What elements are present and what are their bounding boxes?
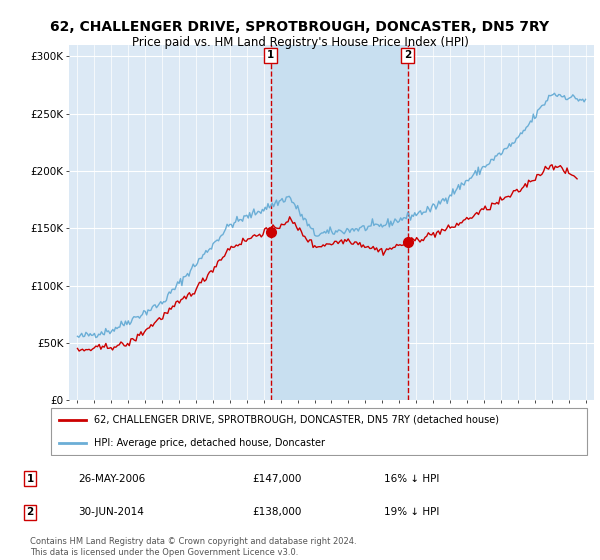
Text: £147,000: £147,000 [252,474,301,484]
Bar [271,45,408,400]
Text: 2: 2 [404,50,412,60]
FancyBboxPatch shape [51,408,587,455]
Text: 62, CHALLENGER DRIVE, SPROTBROUGH, DONCASTER, DN5 7RY: 62, CHALLENGER DRIVE, SPROTBROUGH, DONCA… [50,20,550,34]
Text: £138,000: £138,000 [252,507,301,517]
Text: 1: 1 [267,50,274,60]
Text: 16% ↓ HPI: 16% ↓ HPI [384,474,439,484]
Text: Contains HM Land Registry data © Crown copyright and database right 2024.: Contains HM Land Registry data © Crown c… [30,537,356,546]
Text: 19% ↓ HPI: 19% ↓ HPI [384,507,439,517]
Text: 1: 1 [26,474,34,484]
Text: 2: 2 [26,507,34,517]
Text: HPI: Average price, detached house, Doncaster: HPI: Average price, detached house, Donc… [94,438,325,448]
Text: 26-MAY-2006: 26-MAY-2006 [78,474,145,484]
Text: 62, CHALLENGER DRIVE, SPROTBROUGH, DONCASTER, DN5 7RY (detached house): 62, CHALLENGER DRIVE, SPROTBROUGH, DONCA… [94,414,499,424]
Text: This data is licensed under the Open Government Licence v3.0.: This data is licensed under the Open Gov… [30,548,298,557]
Text: 30-JUN-2014: 30-JUN-2014 [78,507,144,517]
Text: Price paid vs. HM Land Registry's House Price Index (HPI): Price paid vs. HM Land Registry's House … [131,36,469,49]
